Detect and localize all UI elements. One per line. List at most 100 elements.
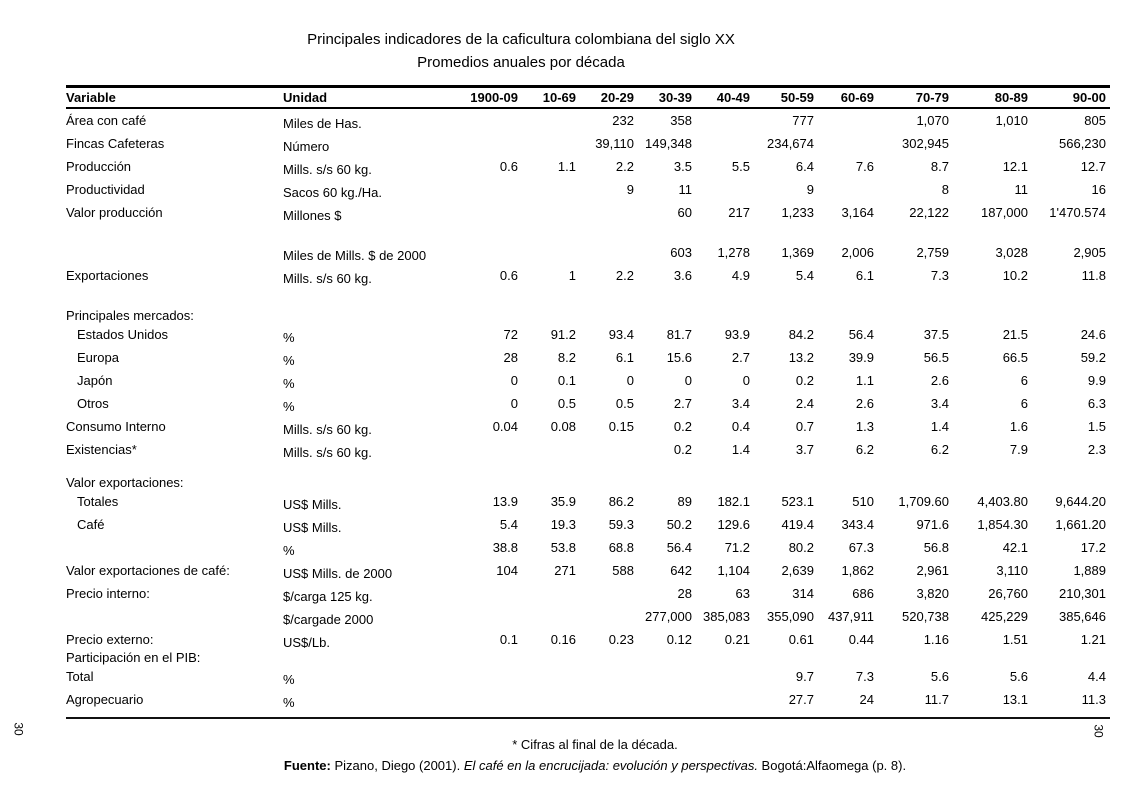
cell-value: 2,006 (841, 245, 874, 260)
cell-value: 419.4 (781, 517, 814, 532)
table-row: % 38.8 53.8 68.8 56.4 71.2 80.2 67.3 56.8 42.1 17.… (66, 536, 1110, 559)
cell-value: 217 (728, 205, 750, 220)
cell-value: 13.2 (788, 350, 814, 365)
cell-value: 0.7 (795, 419, 814, 434)
cell-value: 86.2 (608, 494, 634, 509)
cell-value: 26,760 (988, 586, 1028, 601)
cell-unit: % (283, 330, 295, 345)
cell-value: 385,646 (1059, 609, 1106, 624)
table-row: Existencias* Mills. s/s 60 kg. 0.2 1.4 3.7 6.… (66, 438, 1110, 461)
table-row: Totales US$ Mills. 13.9 35.9 86.2 89 182.1 523.… (66, 490, 1110, 513)
column-header: 10-69 (542, 90, 576, 105)
cell-variable: Área con café (66, 113, 147, 128)
cell-value: 3.6 (673, 268, 692, 283)
column-header: 50-59 (780, 90, 814, 105)
cell-value: 13.1 (1002, 692, 1028, 707)
cell-value: 1,709.60 (898, 494, 949, 509)
cell-value: 9 (806, 182, 814, 197)
page-subtitle: Promedios anuales por década (417, 54, 625, 71)
cell-variable: Estados Unidos (77, 327, 169, 342)
table-row: Productividad Sacos 60 kg./Ha. 9 11 9 8 11 16 (66, 178, 1110, 201)
cell-variable: Totales (77, 494, 119, 509)
cell-value: 1,369 (781, 245, 814, 260)
cell-variable: Valor producción (66, 205, 163, 220)
cell-value: 38.8 (492, 540, 518, 555)
cell-value: 520,738 (902, 609, 949, 624)
cell-value: 0.16 (550, 632, 576, 647)
cell-value: 6.2 (930, 442, 949, 457)
column-header: 20-29 (600, 90, 634, 105)
cell-value: 67.3 (848, 540, 874, 555)
column-header: 90-00 (1072, 90, 1106, 105)
cell-value: 80.2 (788, 540, 814, 555)
cell-value: 81.7 (666, 327, 692, 342)
cell-value: 0.6 (499, 268, 518, 283)
cell-value: 0.2 (673, 419, 692, 434)
column-header: Unidad (283, 90, 328, 105)
cell-value: 104 (496, 563, 518, 578)
cell-value: 1.3 (855, 419, 874, 434)
table-row: Consumo Interno Mills. s/s 60 kg. 0.04 0.08… (66, 415, 1110, 438)
cell-unit: Mills. s/s 60 kg. (283, 422, 372, 437)
cell-value: 2.6 (930, 373, 949, 388)
cell-value: 66.5 (1002, 350, 1028, 365)
cell-value: 1.1 (855, 373, 874, 388)
source-authors: Pizano, Diego (2001). (330, 758, 464, 773)
cell-value: 56.4 (848, 327, 874, 342)
cell-value: 12.7 (1080, 159, 1106, 174)
cell-unit: $/carga 125 kg. (283, 589, 373, 604)
page-heading: Principales indicadores de la caficultur… (66, 28, 976, 74)
cell-value: 234,674 (767, 136, 814, 151)
cell-value: 53.8 (550, 540, 576, 555)
cell-value: 0.44 (848, 632, 874, 647)
cell-value: 2,961 (916, 563, 949, 578)
cell-value: 302,945 (902, 136, 949, 151)
cell-value: 2,639 (781, 563, 814, 578)
cell-value: 971.6 (916, 517, 949, 532)
cell-value: 0.15 (608, 419, 634, 434)
cell-value: 0.6 (499, 159, 518, 174)
cell-value: 2.7 (731, 350, 750, 365)
cell-value: 8.7 (930, 159, 949, 174)
cell-value: 5.4 (499, 517, 518, 532)
cell-value: 1.1 (557, 159, 576, 174)
cell-value: 42.1 (1002, 540, 1028, 555)
cell-value: 0.5 (557, 396, 576, 411)
cell-value: 1.4 (930, 419, 949, 434)
page-number-right: 30 (1091, 724, 1106, 738)
cell-value: 1,854.30 (977, 517, 1028, 532)
cell-variable: Principales mercados: (66, 308, 194, 323)
column-header: 30-39 (658, 90, 692, 105)
cell-value: 9,644.20 (1055, 494, 1106, 509)
cell-value: 8.2 (557, 350, 576, 365)
cell-value: 385,083 (703, 609, 750, 624)
cell-value: 63 (735, 586, 750, 601)
cell-value: 7.3 (855, 669, 874, 684)
cell-value: 6.4 (795, 159, 814, 174)
cell-value: 0.23 (608, 632, 634, 647)
cell-value: 72 (503, 327, 518, 342)
cell-unit: US$/Lb. (283, 635, 330, 650)
cell-value: 425,229 (981, 609, 1028, 624)
cell-value: 149,348 (645, 136, 692, 151)
cell-value: 16 (1091, 182, 1106, 197)
cell-value: 0 (510, 373, 518, 388)
table-row: Producción Mills. s/s 60 kg. 0.6 1.1 2.2 3.5 5… (66, 155, 1110, 178)
cell-value: 0.04 (492, 419, 518, 434)
cell-value: 1,889 (1073, 563, 1106, 578)
cell-value: 3.5 (673, 159, 692, 174)
cell-value: 2.6 (855, 396, 874, 411)
table-row: Valor exportaciones: (66, 475, 1110, 490)
cell-variable: Total (66, 669, 94, 684)
table-row: Valor exportaciones de café: US$ Mills. d… (66, 559, 1110, 582)
cell-value: 28 (503, 350, 518, 365)
column-header: 70-79 (915, 90, 949, 105)
cell-value: 19.3 (550, 517, 576, 532)
cell-unit: % (283, 353, 295, 368)
cell-unit: Mills. s/s 60 kg. (283, 162, 372, 177)
cell-value: 93.4 (608, 327, 634, 342)
cell-value: 60 (677, 205, 692, 220)
cell-value: 0.1 (499, 632, 518, 647)
cell-value: 3,028 (995, 245, 1028, 260)
cell-variable: Fincas Cafeteras (66, 136, 165, 151)
